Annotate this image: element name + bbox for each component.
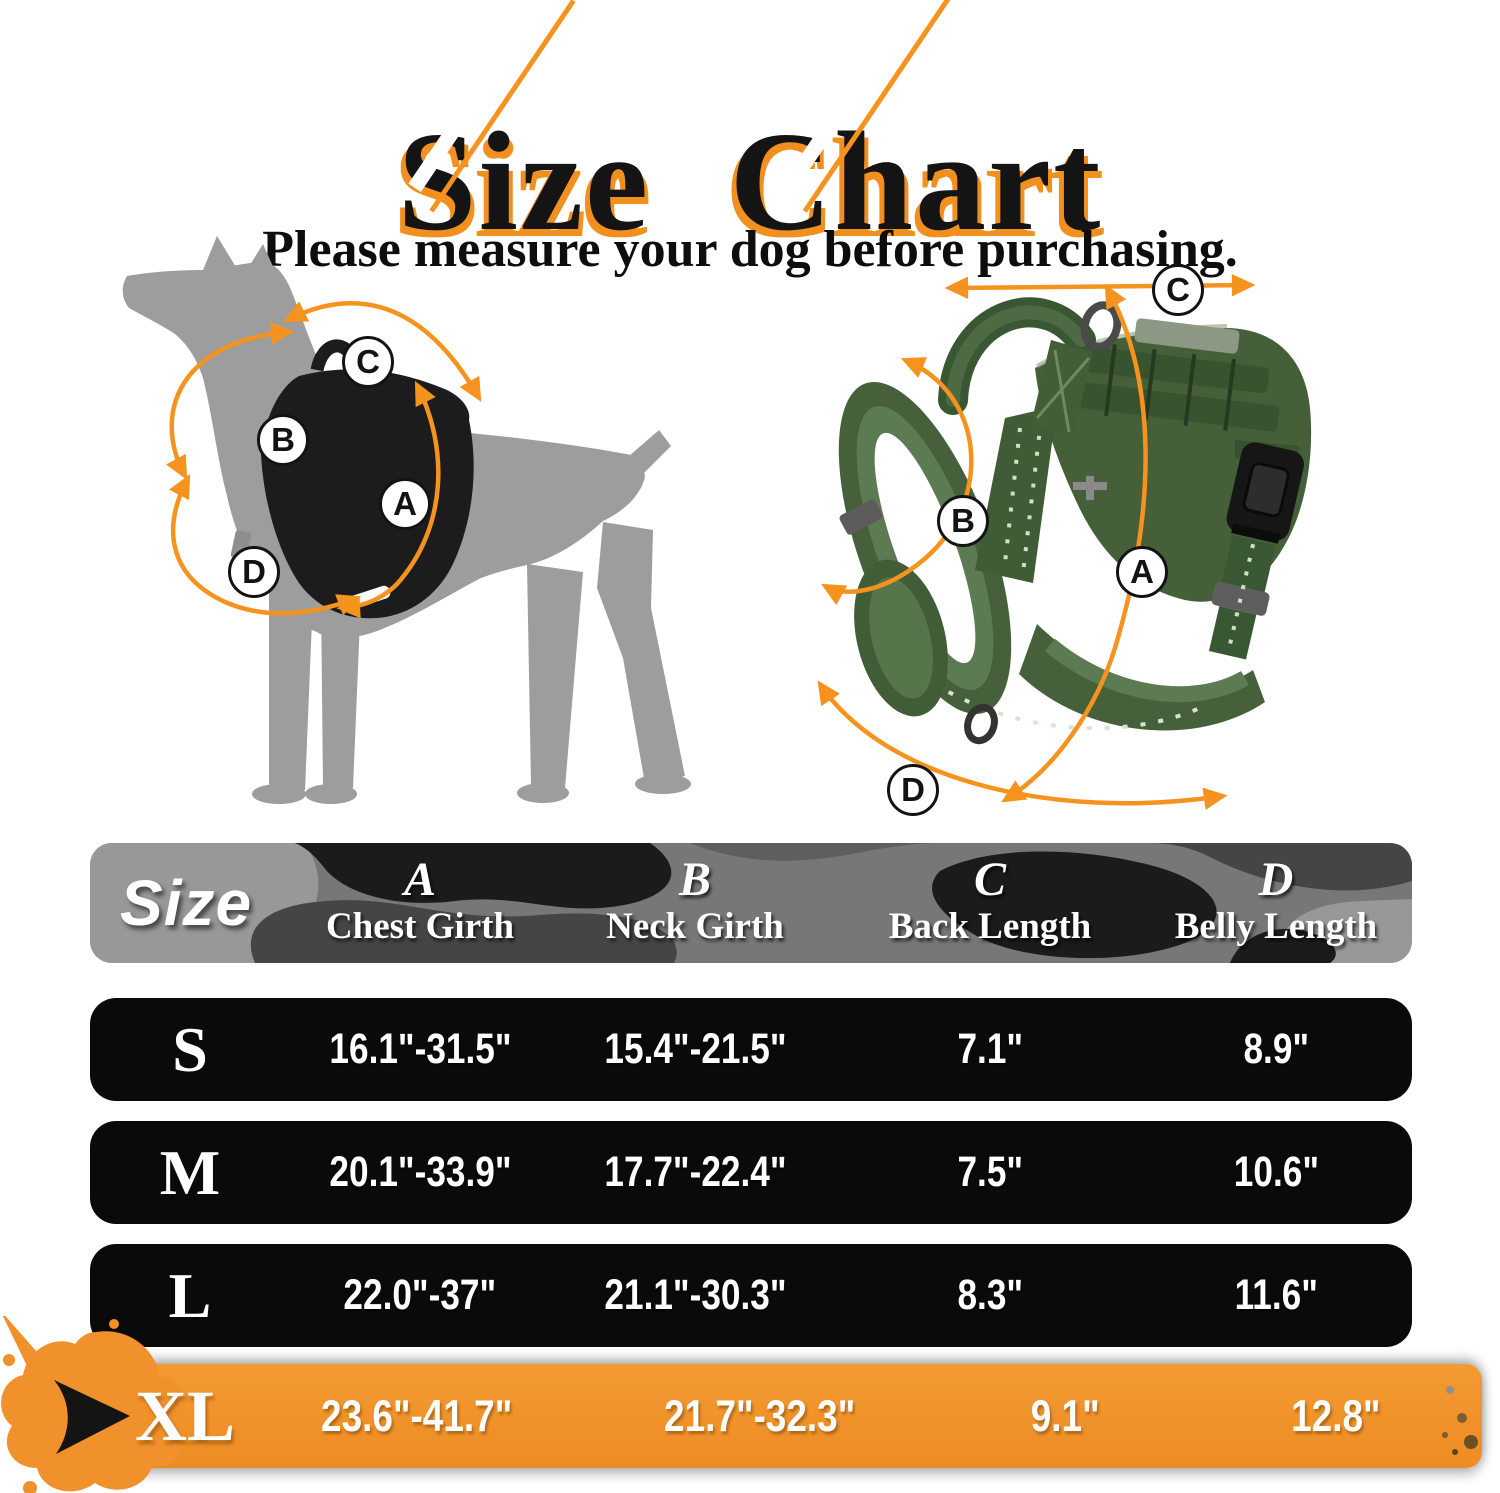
measure-label-back-length: C [1152,264,1204,316]
size-label: M [159,1136,221,1208]
cell-neck-girth: 21.1"-30.3" [603,1271,787,1319]
measure-label-neck-girth: B [937,495,989,547]
cell-neck-girth: 21.7"-32.3" [664,1390,856,1441]
page-title: Size Chart [397,102,1103,261]
paint-splash-decoration [1,1316,193,1493]
cell-back-length: 7.5" [957,1148,1023,1196]
arrow-back-length [282,301,482,402]
measure-label-belly-length: D [887,764,939,816]
size-label: XL [134,1375,236,1456]
measure-label-chest-girth: A [379,478,431,530]
side-release-buckle [1208,442,1305,660]
size-label: L [168,1259,212,1331]
column-header-chest-girth: A Chest Girth [325,853,515,948]
front-strap [975,406,1057,583]
dog-ear [203,236,239,272]
arrow-belly-length [169,474,362,616]
table-header: Size A Chest Girth B Neck Girth C Back L… [90,843,1412,963]
dog-rear-leg [527,564,583,788]
camo-background [90,843,1412,963]
column-header-size: Size [120,867,253,939]
cell-chest-girth: 23.6"-41.7" [321,1390,513,1441]
page-subtitle: Please measure your dog before purchasin… [262,221,1238,278]
measure-label-chest-girth: A [1116,546,1168,598]
dog-measure-arrows [166,301,482,619]
arrow-neck-girth [166,322,295,480]
dog-measurement-diagram [122,236,691,804]
cell-chest-girth: 22.0"-37" [343,1271,497,1319]
table-row-xl-highlight [115,1364,1482,1468]
cell-back-length: 8.3" [957,1271,1023,1319]
size-label: S [172,1013,208,1085]
cell-belly-length: 10.6" [1233,1148,1319,1196]
harness-measurement-diagram [817,273,1312,810]
column-header-back-length: C Back Length [888,853,1092,948]
cell-neck-girth: 17.7"-22.4" [603,1148,787,1196]
splatter-speckles-decoration [1442,1386,1478,1455]
dog-front-leg [269,588,313,790]
column-header-neck-girth: B Neck Girth [606,853,784,948]
dog-tail [613,430,671,488]
cell-chest-girth: 20.1"-33.9" [328,1148,512,1196]
cell-belly-length: 8.9" [1243,1025,1309,1073]
measure-label-belly-length: D [228,546,280,598]
velcro-patch [1134,318,1240,354]
dog-front-leg [321,596,361,788]
arrow-back-length [944,273,1256,300]
table-row-s: S 16.1"-31.5" 15.4"-21.5" 7.1" 8.9" [90,998,1412,1101]
xl-pointer-arrow [54,1380,130,1454]
cell-neck-girth: 15.4"-21.5" [603,1025,787,1073]
arrow-belly-length [817,680,1228,810]
cell-belly-length: 12.8" [1290,1390,1381,1441]
table-row-m: M 20.1"-33.9" 17.7"-22.4" 7.5" 10.6" [90,1121,1412,1224]
table-row-l: L 22.0"-37" 21.1"-30.3" 8.3" 11.6" [90,1244,1412,1347]
cell-chest-girth: 16.1"-31.5" [328,1025,512,1073]
cell-back-length: 9.1" [1030,1390,1100,1441]
dog-rear-leg [597,522,685,784]
measure-label-neck-girth: B [257,414,309,466]
cell-back-length: 7.1" [957,1025,1023,1073]
harness-illustration [838,297,1312,745]
cell-belly-length: 11.6" [1234,1271,1318,1319]
table-row-xl: XL 23.6"-41.7" 21.7"-32.3" 9.1" 12.8" [115,1364,1482,1468]
arrow-chest-girth [336,380,441,619]
measure-label-back-length: C [342,336,394,388]
column-header-belly-length: D Belly Length [1174,853,1378,948]
